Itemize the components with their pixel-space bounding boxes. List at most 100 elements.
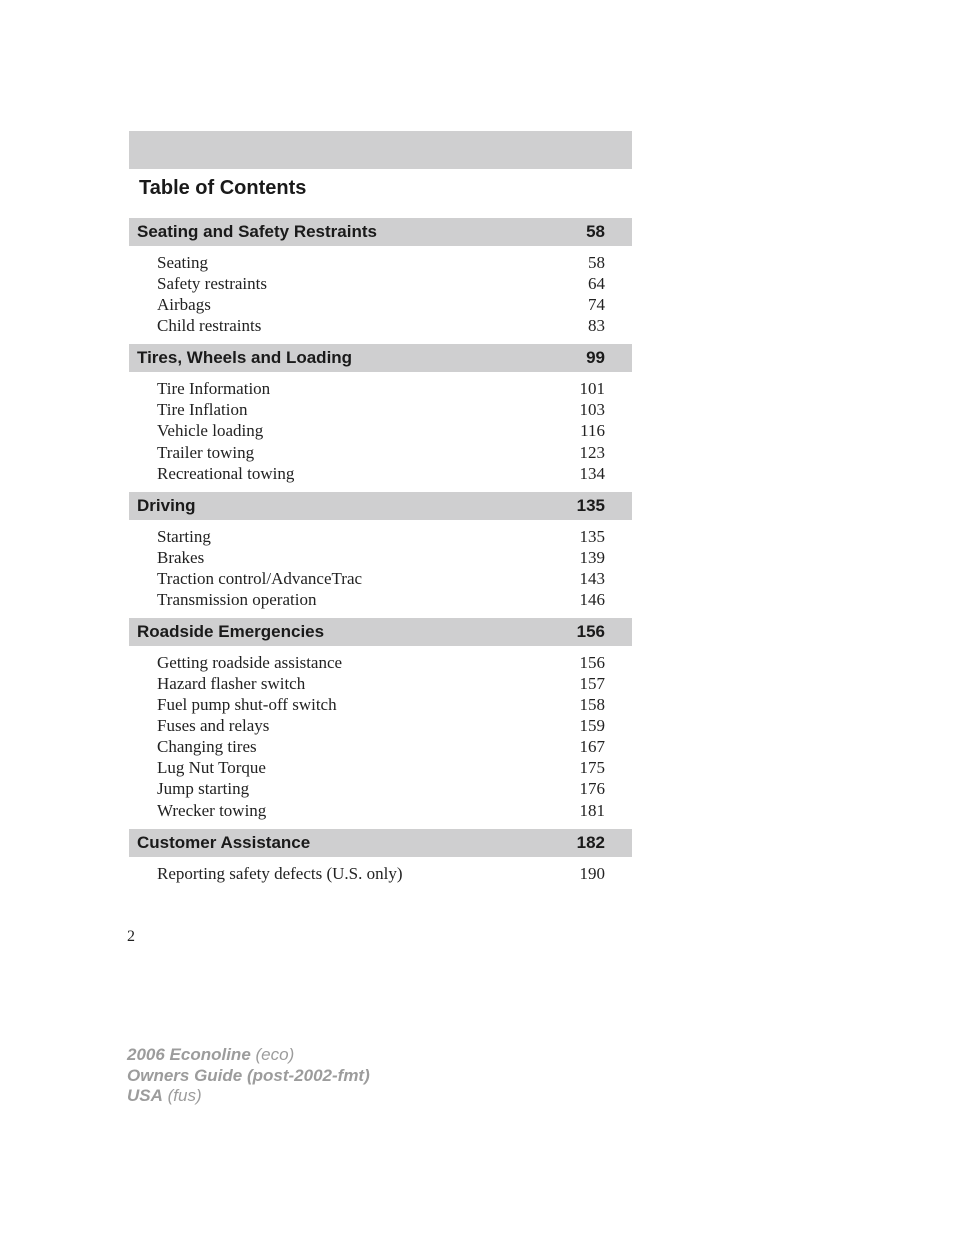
footer-block: 2006 Econoline (eco) Owners Guide (post-… <box>127 1045 370 1107</box>
toc-sections: Seating and Safety Restraints 58 Seating 58… <box>129 218 632 888</box>
toc-section-page: 99 <box>586 348 605 368</box>
toc-entry-page: 135 <box>565 526 605 547</box>
page: Table of Contents Seating and Safety Res… <box>0 0 954 1235</box>
footer-guide: Owners Guide (post-2002-fmt) <box>127 1066 370 1085</box>
toc-entry-label: Traction control/AdvanceTrac <box>157 568 362 589</box>
toc-entry-page: 101 <box>565 378 605 399</box>
toc-entry-page: 134 <box>565 463 605 484</box>
toc-entry: Changing tires 167 <box>157 736 605 757</box>
toc-entry-label: Reporting safety defects (U.S. only) <box>157 863 403 884</box>
toc-entry-page: 159 <box>565 715 605 736</box>
toc-entry-label: Vehicle loading <box>157 420 263 441</box>
toc-section-body: Starting135Brakes139Traction control/Adv… <box>129 520 632 614</box>
toc-entry: Reporting safety defects (U.S. only) 190 <box>157 863 605 884</box>
toc-section-header: Driving 135 <box>129 492 632 520</box>
toc-section-header: Seating and Safety Restraints 58 <box>129 218 632 246</box>
toc-entry-label: Trailer towing <box>157 442 254 463</box>
footer-line-1: 2006 Econoline (eco) <box>127 1045 370 1066</box>
toc-entry-label: Child restraints <box>157 315 261 336</box>
toc-entry: Recreational towing 134 <box>157 463 605 484</box>
toc-entry-label: Starting <box>157 526 211 547</box>
toc-section-title: Driving <box>137 496 196 516</box>
toc-entry-label: Lug Nut Torque <box>157 757 266 778</box>
toc-entry: Jump starting 176 <box>157 778 605 799</box>
toc-section-title: Roadside Emergencies <box>137 622 324 642</box>
toc-entry-label: Brakes <box>157 547 204 568</box>
toc-entry-page: 58 <box>565 252 605 273</box>
toc-entry-page: 181 <box>565 800 605 821</box>
page-title-row: Table of Contents <box>129 169 632 204</box>
toc-entry: Hazard flasher switch 157 <box>157 673 605 694</box>
footer-region: USA <box>127 1086 163 1105</box>
toc-entry-label: Jump starting <box>157 778 249 799</box>
toc-section-header: Customer Assistance 182 <box>129 829 632 857</box>
toc-section-body: Seating58Safety restraints64Airbags74Chi… <box>129 246 632 340</box>
toc-entry-label: Safety restraints <box>157 273 267 294</box>
toc-entry-page: 156 <box>565 652 605 673</box>
toc-entry-label: Tire Inflation <box>157 399 248 420</box>
toc-entry: Wrecker towing 181 <box>157 800 605 821</box>
toc-entry: Airbags 74 <box>157 294 605 315</box>
footer-line-2: Owners Guide (post-2002-fmt) <box>127 1066 370 1087</box>
toc-entry: Traction control/AdvanceTrac 143 <box>157 568 605 589</box>
toc-entry: Tire Inflation 103 <box>157 399 605 420</box>
toc-section-body: Tire Information101Tire Inflation103Vehi… <box>129 372 632 487</box>
toc-section-page: 58 <box>586 222 605 242</box>
toc-section-title: Tires, Wheels and Loading <box>137 348 352 368</box>
toc-entry: Brakes 139 <box>157 547 605 568</box>
page-title: Table of Contents <box>139 177 306 199</box>
toc-entry: Lug Nut Torque 175 <box>157 757 605 778</box>
toc-entry-page: 64 <box>565 273 605 294</box>
toc-entry-page: 123 <box>565 442 605 463</box>
toc-entry-page: 167 <box>565 736 605 757</box>
toc-entry-label: Seating <box>157 252 208 273</box>
toc-entry: Fuses and relays 159 <box>157 715 605 736</box>
toc-entry-page: 190 <box>565 863 605 884</box>
toc-entry: Trailer towing 123 <box>157 442 605 463</box>
toc-entry-page: 139 <box>565 547 605 568</box>
footer-model: 2006 Econoline <box>127 1045 251 1064</box>
toc-entry-label: Fuel pump shut-off switch <box>157 694 337 715</box>
toc-entry-label: Recreational towing <box>157 463 294 484</box>
toc-entry: Safety restraints 64 <box>157 273 605 294</box>
toc-entry-page: 176 <box>565 778 605 799</box>
content-column: Table of Contents Seating and Safety Res… <box>129 131 632 888</box>
toc-entry-label: Wrecker towing <box>157 800 266 821</box>
toc-entry: Vehicle loading 116 <box>157 420 605 441</box>
toc-entry-label: Changing tires <box>157 736 257 757</box>
toc-section-page: 156 <box>577 622 605 642</box>
toc-entry-label: Tire Information <box>157 378 270 399</box>
toc-entry-page: 158 <box>565 694 605 715</box>
toc-section-title: Customer Assistance <box>137 833 310 853</box>
toc-section-body: Getting roadside assistance156Hazard fla… <box>129 646 632 825</box>
toc-section-header: Roadside Emergencies 156 <box>129 618 632 646</box>
toc-entry-label: Airbags <box>157 294 211 315</box>
toc-entry-label: Transmission operation <box>157 589 316 610</box>
page-number: 2 <box>127 928 135 946</box>
toc-entry: Child restraints 83 <box>157 315 605 336</box>
toc-entry: Fuel pump shut-off switch 158 <box>157 694 605 715</box>
footer-region-code: (fus) <box>168 1086 202 1105</box>
toc-section-page: 135 <box>577 496 605 516</box>
toc-entry-page: 116 <box>565 420 605 441</box>
toc-section-title: Seating and Safety Restraints <box>137 222 377 242</box>
toc-entry-page: 83 <box>565 315 605 336</box>
toc-entry: Seating 58 <box>157 252 605 273</box>
toc-entry-page: 146 <box>565 589 605 610</box>
toc-entry: Getting roadside assistance 156 <box>157 652 605 673</box>
toc-entry: Tire Information 101 <box>157 378 605 399</box>
toc-entry: Transmission operation 146 <box>157 589 605 610</box>
toc-section-page: 182 <box>577 833 605 853</box>
toc-entry-page: 103 <box>565 399 605 420</box>
toc-entry-page: 74 <box>565 294 605 315</box>
toc-entry-label: Getting roadside assistance <box>157 652 342 673</box>
toc-entry-label: Hazard flasher switch <box>157 673 305 694</box>
footer-model-code: (eco) <box>256 1045 295 1064</box>
toc-entry-page: 143 <box>565 568 605 589</box>
header-decorative-bar <box>129 131 632 169</box>
footer-line-3: USA (fus) <box>127 1086 370 1107</box>
toc-entry-label: Fuses and relays <box>157 715 269 736</box>
toc-entry-page: 157 <box>565 673 605 694</box>
toc-entry: Starting 135 <box>157 526 605 547</box>
toc-entry-page: 175 <box>565 757 605 778</box>
